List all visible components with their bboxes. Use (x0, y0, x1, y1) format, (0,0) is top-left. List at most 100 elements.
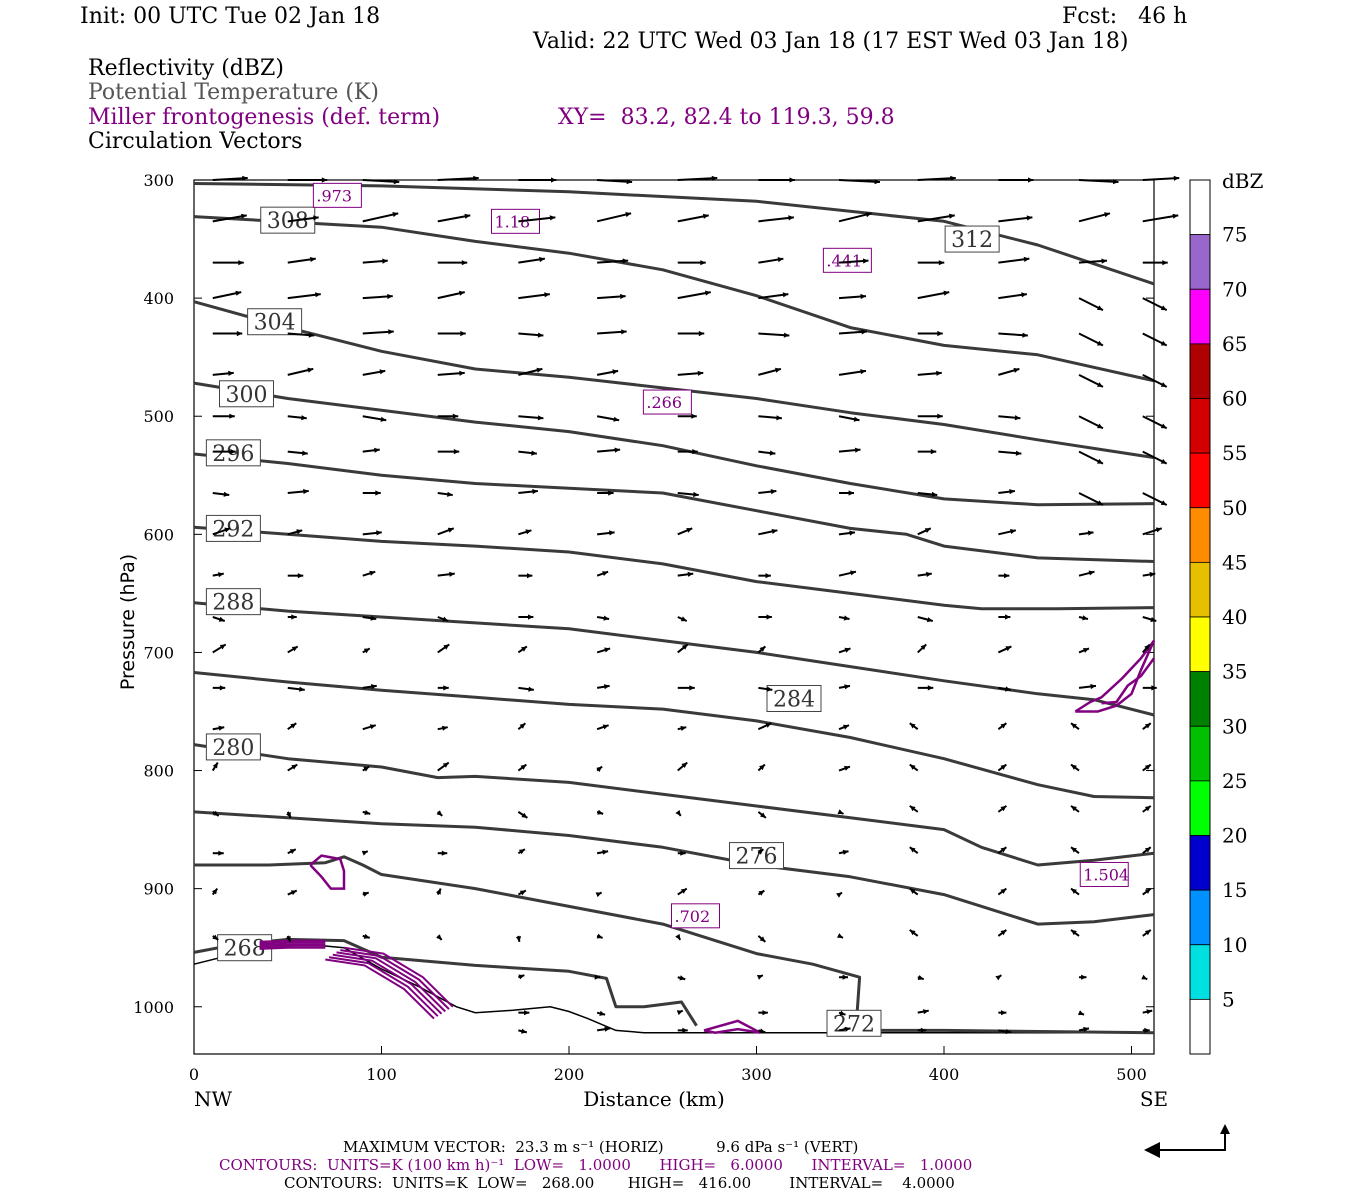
plot-frame (193, 179, 1155, 1055)
colorbar-level: 50 (1222, 496, 1247, 520)
vector-arrowhead (762, 1010, 768, 1016)
colorbar-segment (1189, 288, 1211, 345)
vector-arrowhead (937, 413, 943, 419)
vector-arrowhead (789, 177, 795, 183)
max-vector-text: MAXIMUM VECTOR: 23.3 m s⁻¹ (HORIZ) 9.6 d… (343, 1138, 859, 1156)
colorbar-level: 25 (1222, 769, 1247, 793)
vector-arrowhead (393, 179, 400, 185)
vector-arrowhead (1160, 423, 1167, 429)
vector-arrowhead (679, 975, 686, 981)
x-tick-label: 400 (929, 1065, 960, 1084)
vector-arrowhead (777, 257, 784, 263)
vector-arrowhead (531, 450, 537, 456)
vector-arrowhead (230, 449, 236, 455)
vector-arrowhead (212, 762, 218, 769)
nw-end-label: NW (194, 1087, 233, 1111)
vector-arrowhead (376, 530, 382, 536)
vector-arrowhead (1022, 332, 1028, 338)
circulation-vector (437, 214, 471, 223)
colorbar-segment (1189, 998, 1211, 1055)
vector-arrowhead (604, 647, 611, 653)
vector-arrowhead (532, 488, 538, 495)
colorbar-level: 65 (1222, 332, 1247, 356)
forecast-hour: Fcst: 46 h (1062, 4, 1188, 29)
colorbar-segment (1189, 561, 1211, 618)
vector-arrowhead (775, 367, 781, 373)
vector-arrowhead (769, 450, 776, 456)
vector-arrowhead (1083, 1026, 1089, 1032)
vector-arrowhead (537, 332, 544, 338)
vector-arrowhead (759, 936, 766, 942)
y-tick-label: 500 (143, 407, 174, 426)
theta-label-312: 312 (951, 228, 993, 253)
fronto-contour-info: CONTOURS: UNITS=K (100 km h)⁻¹ LOW= 1.00… (219, 1156, 973, 1174)
vector-arrowhead (1144, 805, 1151, 812)
vector-arrowhead (1146, 1009, 1153, 1015)
vector-arrowhead (854, 447, 861, 453)
colorbar-level: 10 (1222, 933, 1247, 957)
vector-arrowhead (860, 369, 866, 375)
vector-arrowhead (441, 725, 448, 731)
colorbar-unit: dBZ (1222, 169, 1264, 193)
vector-arrowhead (909, 764, 916, 770)
vector-arrowhead (518, 849, 525, 855)
vector-arrowhead (1000, 723, 1007, 729)
vector-arrowhead (698, 330, 705, 337)
colorbar-level: 30 (1222, 714, 1247, 738)
vector-arrowhead (782, 292, 789, 298)
theta-label-box (944, 225, 1000, 253)
colorbar-segment (1189, 671, 1211, 727)
theta-label-284: 284 (773, 687, 815, 712)
vector-arrowhead (1010, 529, 1016, 535)
circulation-vector (917, 214, 955, 223)
vector-arrowhead (920, 644, 927, 650)
vector-arrowhead (519, 890, 526, 896)
vector-arrowhead (241, 213, 247, 219)
vector-arrowhead (860, 293, 866, 300)
y-tick-label: 700 (143, 643, 174, 662)
vector-arrowhead (519, 723, 526, 729)
vector-arrowhead (995, 975, 1002, 981)
vector-arrowhead (1083, 648, 1089, 653)
vector-arrowhead (909, 805, 916, 812)
fronto-label-box (1079, 861, 1129, 887)
vector-arrowhead (612, 369, 619, 375)
vector-arrowhead (626, 179, 633, 185)
vector-arrowhead (766, 686, 773, 692)
vector-arrowhead (687, 571, 694, 577)
y-tick-label: 300 (143, 171, 174, 190)
vector-arrowhead (528, 614, 534, 620)
fronto-contour (309, 854, 346, 890)
vector-arrowhead (459, 370, 465, 376)
vector-arrowhead (302, 450, 308, 456)
terrain-line (193, 943, 1154, 1034)
vector-arrowhead (917, 975, 924, 980)
theta-label-288: 288 (212, 591, 254, 616)
vector-arrowhead (374, 447, 380, 453)
circulation-vector (758, 216, 794, 223)
vector-arrowhead (461, 260, 468, 266)
vector-arrowhead (842, 974, 848, 980)
theta-contour-300 (193, 381, 1155, 507)
vector-arrowhead (681, 762, 688, 768)
vector-arrowhead (1144, 929, 1151, 936)
vector-arrowhead (1097, 382, 1103, 387)
vector-arrowhead (909, 723, 916, 729)
vector-arrowhead (1071, 888, 1077, 894)
fronto-value: 1.18 (495, 212, 531, 231)
cross-section-endpoints: XY= 83.2, 82.4 to 119.3, 59.8 (558, 105, 895, 130)
vector-arrowhead (436, 934, 442, 940)
vector-arrowhead (442, 762, 449, 768)
x-tick-label: 300 (741, 1065, 772, 1084)
fronto-contour-band (328, 956, 439, 1017)
vector-arrowhead (1013, 367, 1020, 373)
fronto-contour (1074, 639, 1156, 713)
vector-arrowhead (379, 369, 386, 375)
vector-arrowhead (218, 850, 224, 856)
fronto-value: 1.504 (1083, 865, 1129, 884)
fronto-contour-band (259, 944, 326, 949)
vector-arrowhead (235, 290, 242, 296)
vector-arrowhead (1104, 212, 1110, 218)
vector-arrowhead (212, 934, 219, 940)
